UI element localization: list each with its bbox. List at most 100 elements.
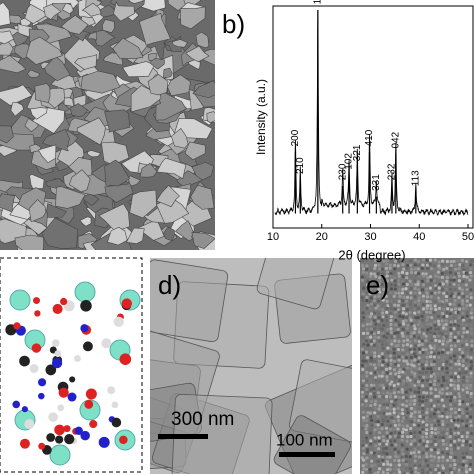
lattice-dot <box>373 402 377 407</box>
lattice-dot <box>365 459 370 463</box>
lattice-dot <box>414 270 418 275</box>
flake <box>104 109 131 133</box>
lattice-dot <box>441 348 445 352</box>
lattice-dot <box>413 327 417 331</box>
lattice-dot <box>469 375 473 379</box>
lattice-dot <box>373 428 377 432</box>
lattice-dot <box>445 428 450 432</box>
lattice-dot <box>390 278 394 282</box>
lattice-dot <box>457 470 461 474</box>
lattice-dot <box>409 420 413 424</box>
lattice-dot <box>454 427 458 431</box>
lattice-dot <box>436 314 441 318</box>
lattice-dot <box>457 303 461 307</box>
lattice-dot <box>392 263 397 267</box>
flake <box>68 169 91 193</box>
lattice-dot <box>418 414 422 418</box>
lattice-dot <box>389 439 393 443</box>
lattice-dot <box>426 375 430 380</box>
lattice-dot <box>382 402 386 406</box>
lattice-dot <box>428 412 433 416</box>
lattice-dot <box>436 451 440 455</box>
plot-frame <box>272 5 474 229</box>
lattice-dot <box>396 330 400 335</box>
lattice-dot <box>461 335 465 339</box>
lattice-dot <box>441 459 445 463</box>
lattice-dot <box>389 372 393 376</box>
lattice-dot <box>469 394 473 399</box>
lattice-dot <box>388 407 392 411</box>
lattice-dot <box>405 399 409 403</box>
lattice-dot <box>430 360 434 364</box>
lattice-dot <box>461 431 465 435</box>
lattice-dot <box>448 312 452 316</box>
lattice-dot <box>441 326 446 330</box>
lattice-dot <box>392 300 397 304</box>
atom <box>111 417 122 428</box>
lattice-dot <box>405 266 409 270</box>
lattice-dot <box>450 298 454 303</box>
lattice-dot <box>385 459 389 464</box>
lattice-dot <box>468 468 472 472</box>
flake <box>206 111 215 124</box>
lattice-dot <box>401 452 405 456</box>
lattice-dot <box>404 372 408 376</box>
lattice-dot <box>360 426 365 430</box>
lattice-dot <box>384 367 389 371</box>
lattice-dot <box>397 271 401 275</box>
lattice-dot <box>362 342 366 347</box>
lattice-dot <box>445 311 449 315</box>
lattice-dot <box>461 316 465 320</box>
peak-label: 210 <box>295 157 306 174</box>
lattice-dot <box>364 470 369 474</box>
lattice-dot <box>413 410 417 414</box>
lattice-dot <box>376 420 380 424</box>
xrd-pattern <box>274 9 469 217</box>
lattice-dot <box>401 319 405 324</box>
lattice-dot <box>382 323 386 328</box>
lattice-dot <box>416 282 420 287</box>
lattice-dot <box>360 259 365 263</box>
lattice-dot <box>436 372 440 376</box>
lattice-dot <box>374 322 378 326</box>
lattice-dot <box>460 339 464 343</box>
lattice-dot <box>365 379 369 383</box>
atom <box>69 376 76 383</box>
lattice-dot <box>377 299 381 303</box>
lattice-dot <box>429 448 433 452</box>
lattice-dot <box>421 328 425 332</box>
lattice-dot <box>384 287 388 291</box>
lattice-dot <box>446 347 450 352</box>
lattice-dot <box>406 331 410 335</box>
lattice-dot <box>409 442 413 446</box>
lattice-dot <box>452 418 456 422</box>
lattice-dot <box>365 403 369 407</box>
lattice-dot <box>400 419 404 424</box>
lattice-dot <box>434 274 438 278</box>
lattice-dot <box>370 459 374 463</box>
lattice-dot <box>397 431 402 435</box>
lattice-dot <box>465 294 469 299</box>
lattice-dot <box>430 458 434 463</box>
lattice-dot <box>441 430 446 435</box>
lattice-dot <box>448 414 452 419</box>
lattice-dot <box>417 362 421 366</box>
lattice-dot <box>432 355 436 359</box>
atom <box>84 399 94 409</box>
lattice-dot <box>377 294 381 298</box>
lattice-dot <box>417 419 421 423</box>
lattice-dot <box>377 354 381 358</box>
lattice-dot <box>416 267 420 271</box>
lattice-dot <box>456 327 460 331</box>
lattice-dot <box>425 411 429 415</box>
atom <box>29 364 39 373</box>
lattice-dot <box>404 383 409 387</box>
lattice-dot <box>404 454 408 458</box>
lattice-dot <box>454 319 458 323</box>
lattice-dot <box>465 358 469 362</box>
lattice-dot <box>413 358 417 362</box>
lattice-dot <box>409 326 414 331</box>
lattice-dot <box>469 426 474 430</box>
lattice-dot <box>396 308 401 312</box>
lattice-dot <box>433 366 437 371</box>
